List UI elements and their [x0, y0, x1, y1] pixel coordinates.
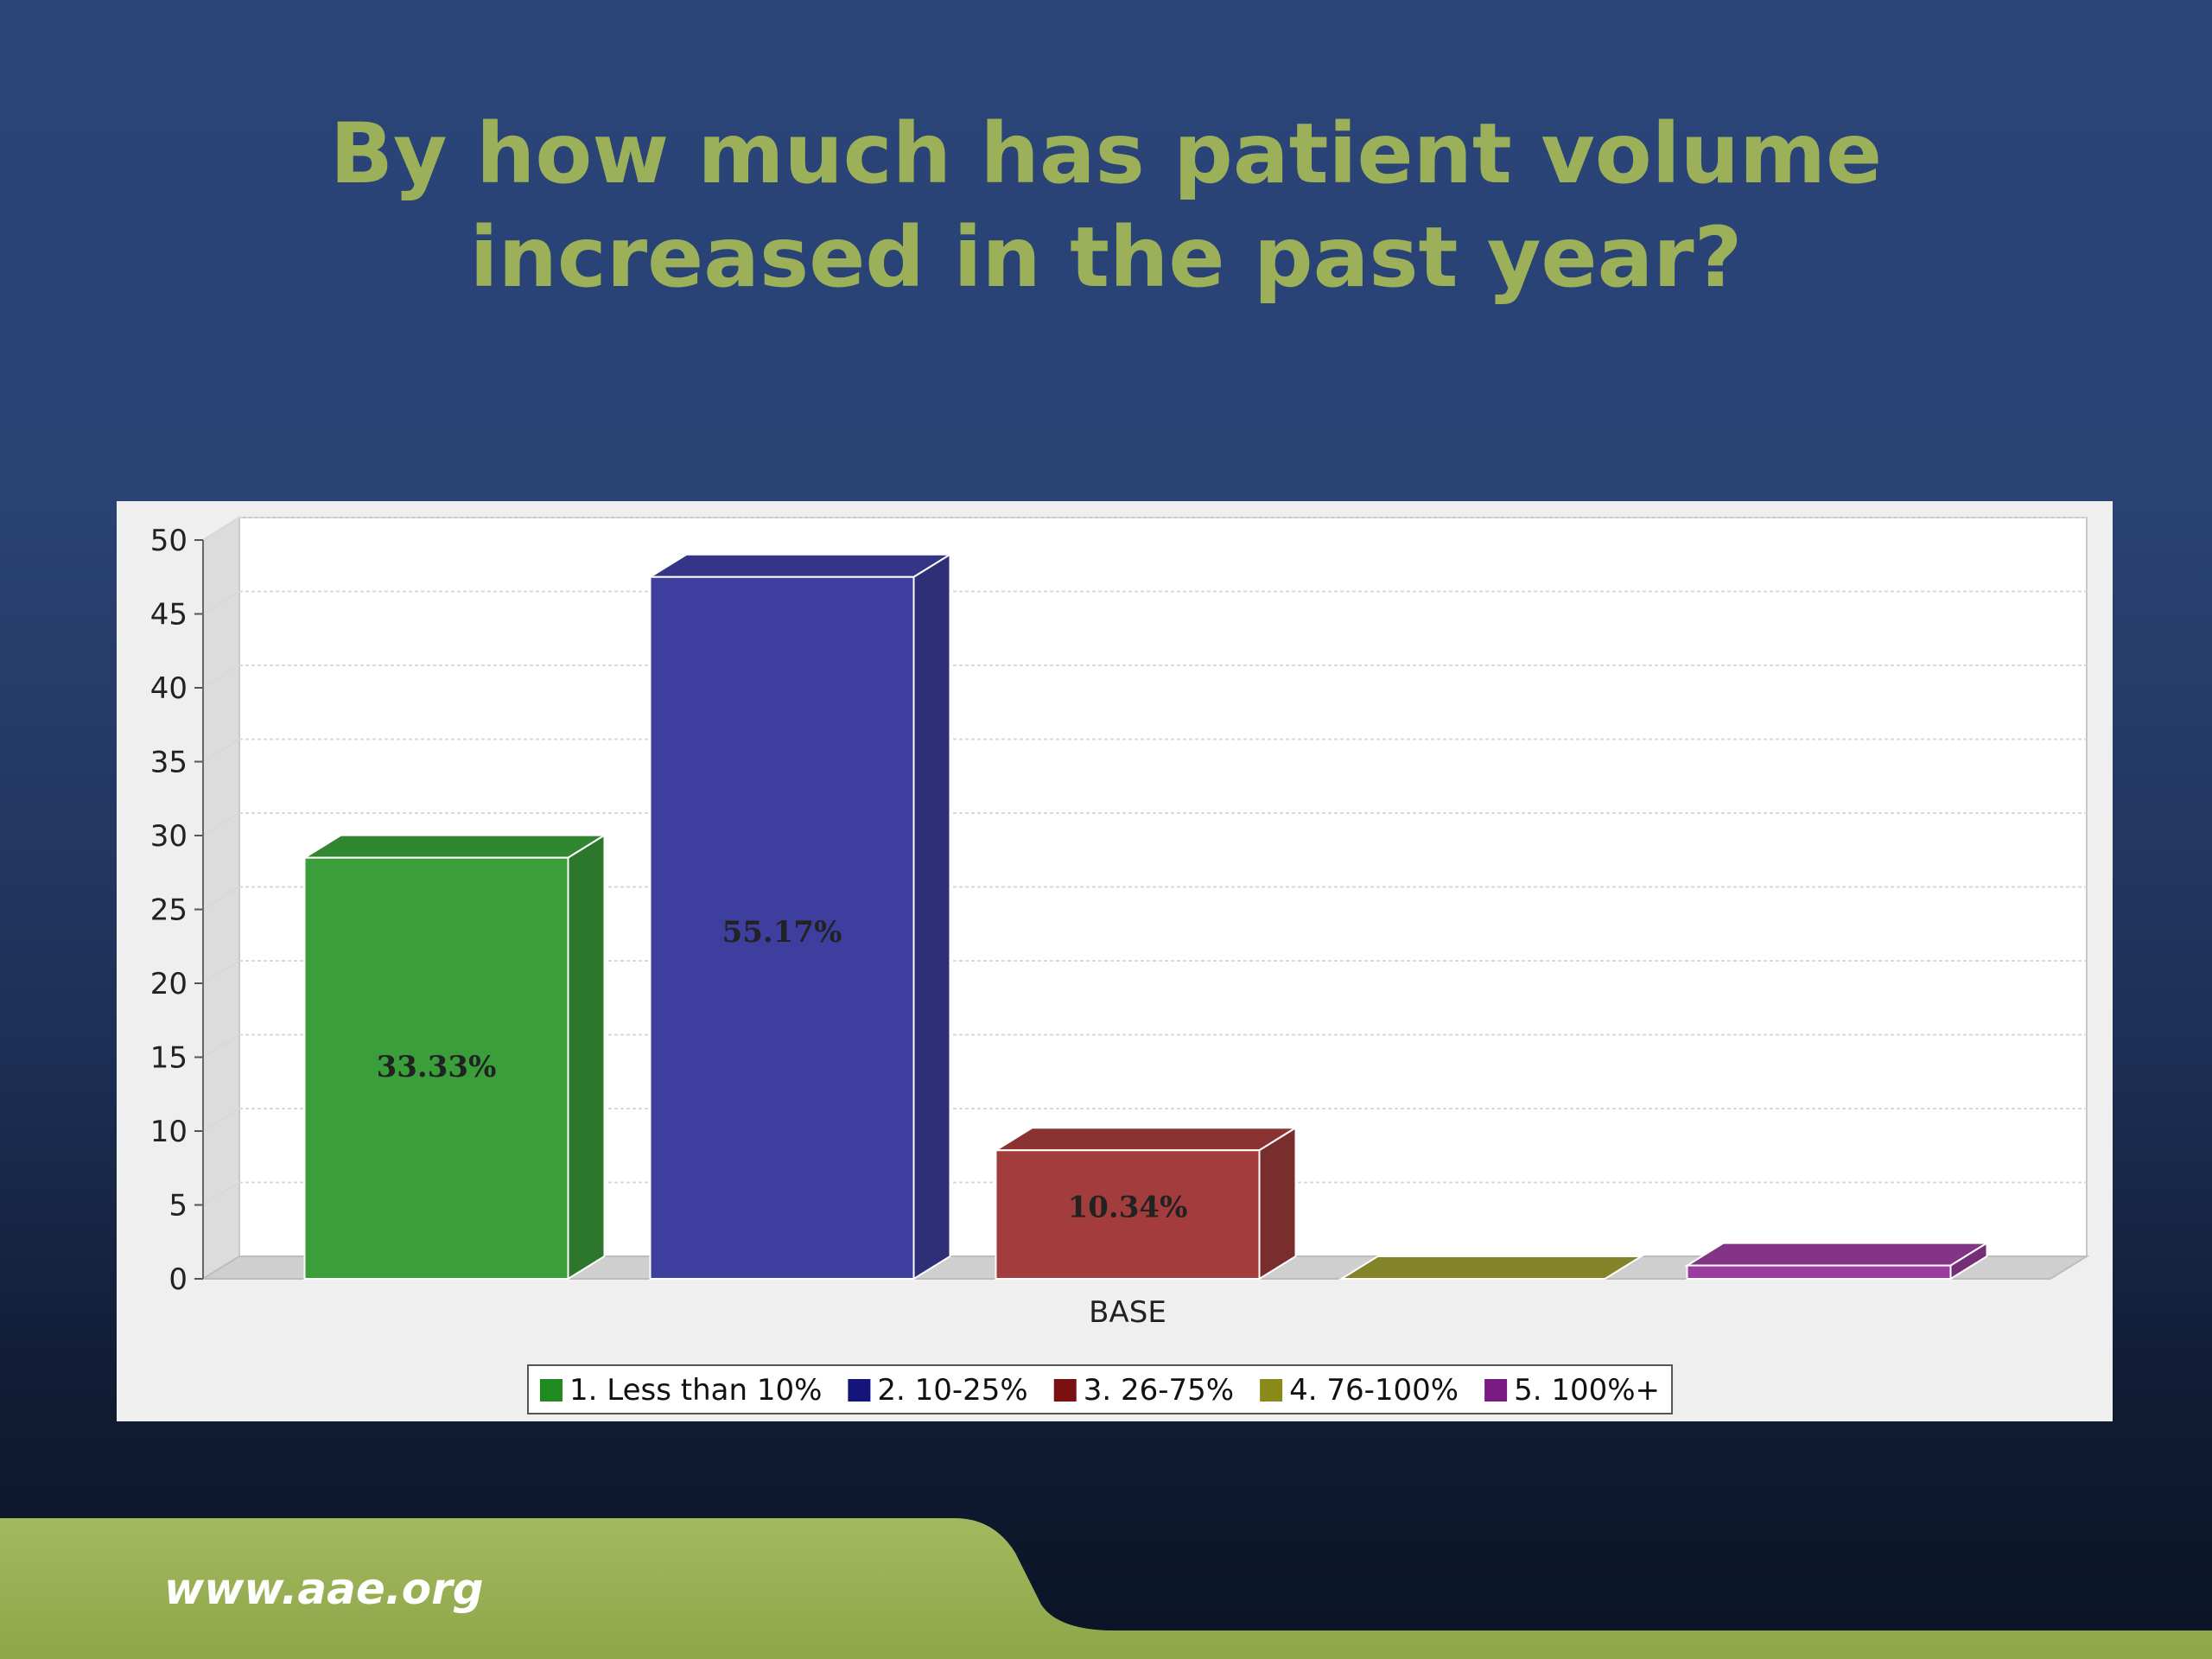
- y-tick-label: 35: [150, 746, 188, 780]
- y-tick-label: 50: [150, 524, 188, 558]
- x-category-label: BASE: [1089, 1295, 1166, 1330]
- gridline-side: [202, 738, 240, 763]
- bar-1: [301, 833, 608, 1281]
- legend-item-4: 4. 76-100%: [1260, 1373, 1459, 1408]
- slide-title-line-1: By how much has patient volume: [329, 105, 1883, 202]
- legend-item-1: 1. Less than 10%: [540, 1373, 822, 1408]
- gridline-side: [202, 886, 240, 911]
- legend-label: 4. 76-100%: [1289, 1373, 1459, 1408]
- gridline-side: [202, 812, 240, 836]
- y-tick-label: 25: [150, 893, 188, 928]
- bar-value-label: 33.33%: [377, 1050, 497, 1084]
- gridline-side: [202, 590, 240, 615]
- legend-swatch: [1260, 1379, 1283, 1402]
- y-tick-label: 20: [150, 967, 188, 1001]
- gridline-side: [202, 517, 240, 541]
- bar-value-label: 55.17%: [722, 915, 842, 950]
- legend-label: 2. 10-25%: [877, 1373, 1027, 1408]
- legend-item-5: 5. 100%+: [1484, 1373, 1660, 1408]
- bar-front-face: [649, 575, 915, 1280]
- bar-side-face: [567, 833, 606, 1281]
- slide-title: By how much has patient volume increased…: [0, 102, 2212, 309]
- bar-top-face: [1338, 1255, 1645, 1280]
- bar-top-face: [646, 553, 954, 578]
- bar-top-face: [992, 1127, 1300, 1152]
- bar-2: [646, 552, 954, 1281]
- legend-swatch: [540, 1379, 563, 1402]
- y-tick-label: 5: [168, 1189, 188, 1224]
- bar-front-face: [995, 1149, 1261, 1280]
- legend-box: [527, 1364, 1674, 1414]
- gridline-side: [202, 1108, 240, 1132]
- legend-label: 1. Less than 10%: [569, 1373, 822, 1408]
- legend-item-2: 2. 10-25%: [848, 1373, 1028, 1408]
- y-tick-label: 10: [150, 1115, 188, 1149]
- gridline-side: [202, 1033, 240, 1058]
- chart-panel: 0 5 10 15 20 25 30 35 40 45 50 33.33% 55.17% 10.34% BA…: [117, 501, 2113, 1421]
- bar-top-face: [301, 834, 608, 859]
- bar-value-label: 10.34%: [1068, 1191, 1188, 1225]
- gridline-side: [202, 664, 240, 689]
- bar-front-face: [1686, 1264, 1952, 1280]
- bar-4: [1338, 1255, 1645, 1280]
- legend-item-3: 3. 26-75%: [1053, 1373, 1234, 1408]
- y-tick-label: 0: [168, 1262, 188, 1297]
- legend: 1. Less than 10% 2. 10-25% 3. 26-75% 4. 76-…: [527, 1364, 1674, 1414]
- slide-title-line-2: increased in the past year?: [469, 209, 1743, 306]
- gridline-side: [202, 1181, 240, 1206]
- y-tick-label: 45: [150, 598, 188, 632]
- legend-label: 5. 100%+: [1514, 1373, 1660, 1408]
- legend-label: 3. 26-75%: [1084, 1373, 1234, 1408]
- legend-swatch: [1053, 1379, 1077, 1402]
- footer-band: [0, 1518, 2212, 1659]
- y-tick-label: 15: [150, 1041, 188, 1076]
- legend-swatch: [848, 1379, 871, 1402]
- bar-chart: 0 5 10 15 20 25 30 35 40 45 50 33.33% 55.17% 10.34% BA…: [150, 516, 2090, 1414]
- footer-url: www.aae.org: [164, 1564, 484, 1614]
- bar-top-face: [1683, 1242, 1991, 1267]
- bar-side-face: [912, 552, 951, 1281]
- bar-side-face: [1258, 1126, 1297, 1281]
- y-tick-label: 40: [150, 671, 188, 706]
- bar-front-face: [303, 856, 569, 1280]
- y-tick-label: 30: [150, 819, 188, 854]
- bar-3: [992, 1126, 1300, 1281]
- bar-5: [1683, 1241, 1991, 1281]
- legend-swatch: [1484, 1379, 1508, 1402]
- gridline-side: [202, 960, 240, 984]
